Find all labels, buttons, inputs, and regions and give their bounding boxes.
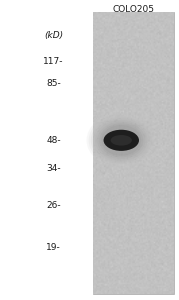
Text: COLO205: COLO205 xyxy=(112,4,154,14)
Ellipse shape xyxy=(89,115,154,166)
Ellipse shape xyxy=(86,113,156,167)
Ellipse shape xyxy=(95,120,147,161)
Ellipse shape xyxy=(97,122,145,159)
Bar xyxy=(93,12,174,294)
Text: 117-: 117- xyxy=(43,57,64,66)
Ellipse shape xyxy=(99,123,143,158)
Text: (kD): (kD) xyxy=(44,32,63,40)
Ellipse shape xyxy=(101,125,141,156)
Ellipse shape xyxy=(111,135,132,146)
Ellipse shape xyxy=(93,118,150,162)
Text: 34-: 34- xyxy=(46,164,61,173)
Text: 85-: 85- xyxy=(46,80,61,88)
Text: 26-: 26- xyxy=(46,201,61,210)
Ellipse shape xyxy=(103,130,139,151)
Text: 19-: 19- xyxy=(46,243,61,252)
Text: 48-: 48- xyxy=(46,136,61,145)
Ellipse shape xyxy=(91,117,152,164)
